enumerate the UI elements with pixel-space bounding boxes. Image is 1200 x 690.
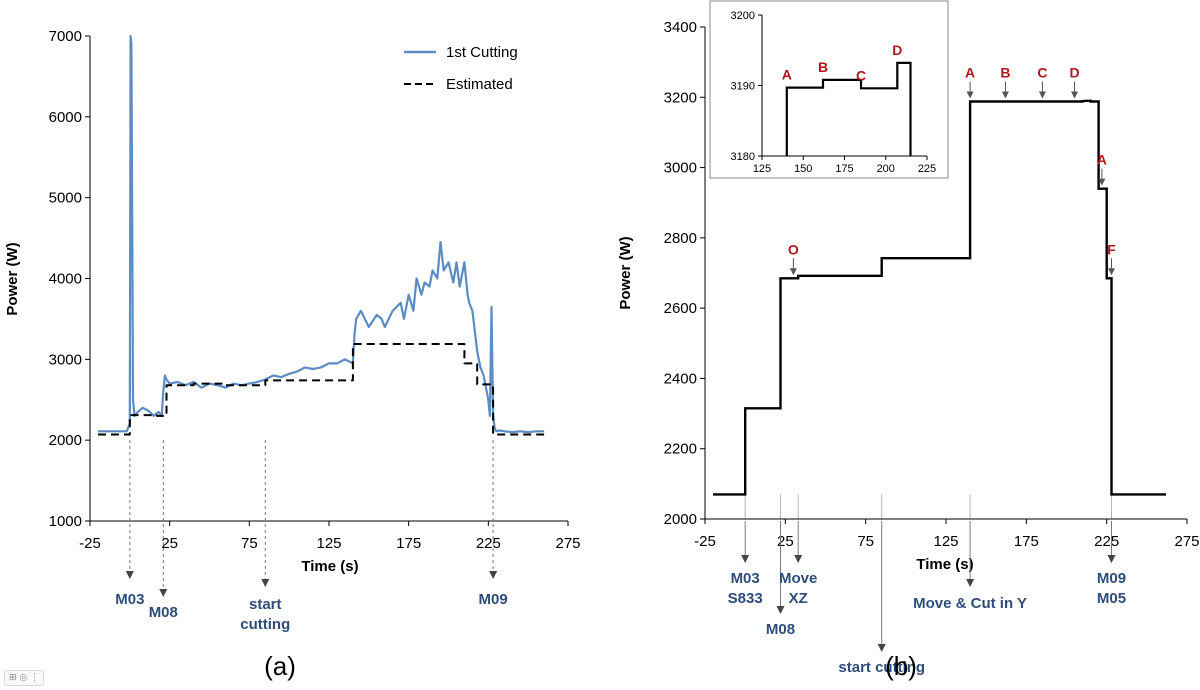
y-tick-label: 7000 <box>49 28 82 45</box>
inset-frame <box>709 0 949 179</box>
inset-point-label: B <box>818 59 828 75</box>
x-tick-label: 225 <box>1094 533 1119 550</box>
y-tick-label: 3200 <box>664 89 697 106</box>
inset-point-label: D <box>892 42 902 58</box>
x-tick-label: 125 <box>933 533 958 550</box>
y-tick-label: 3400 <box>664 19 697 36</box>
inset-series-line <box>785 61 912 156</box>
chart-b: 2000 2200 2400 2600 2800 3000 3200 3400 -25 25 75 1… <box>617 0 1200 681</box>
event-label: M09 <box>479 591 508 608</box>
point-arrow <box>1001 91 1009 99</box>
toolbar-badge: ⊞ ◎ ⋮ <box>4 670 45 686</box>
inset-x-tick-label: 125 <box>753 163 771 175</box>
y-tick-label: 2600 <box>664 300 697 317</box>
y-tick-label: 6000 <box>49 109 82 126</box>
event-arrow <box>877 644 886 652</box>
event-arrow <box>741 555 750 563</box>
panel-label: (b) <box>885 651 917 681</box>
y-tick-label: 2200 <box>664 441 697 458</box>
inset-point-label: C <box>856 67 866 83</box>
point-label: B <box>1000 65 1010 81</box>
point-arrow <box>1038 91 1046 99</box>
event-label: XZ <box>789 590 808 607</box>
event-label: Move & Cut in Y <box>913 595 1027 612</box>
x-tick-label: 75 <box>241 535 258 552</box>
event-label: start cutting <box>838 659 925 676</box>
point-arrow <box>1071 91 1079 99</box>
event-label: start <box>249 596 282 613</box>
x-tick-label: 25 <box>161 535 178 552</box>
inset-x-tick-label: 175 <box>835 163 853 175</box>
y-tick-label: 1000 <box>49 513 82 530</box>
event-label: M05 <box>1097 590 1126 607</box>
x-tick-label: 25 <box>777 533 794 550</box>
point-arrow <box>1107 268 1115 276</box>
x-tick-label: 275 <box>555 535 580 552</box>
x-tick-label: 175 <box>1014 533 1039 550</box>
x-tick-label: -25 <box>79 535 101 552</box>
y-tick-label: 2400 <box>664 370 697 387</box>
inset-x-tick-label: 225 <box>918 163 936 175</box>
x-tick-label: 275 <box>1174 533 1199 550</box>
point-label: F <box>1107 241 1116 257</box>
x-tick-label: 75 <box>857 533 874 550</box>
event-label: M03 <box>115 591 144 608</box>
point-label: C <box>1037 65 1047 81</box>
event-arrow <box>966 579 975 587</box>
inset-y-tick-label: 3200 <box>731 10 755 22</box>
y-tick-label: 4000 <box>49 271 82 288</box>
point-arrow <box>1098 178 1106 186</box>
x-tick-label: 175 <box>396 535 421 552</box>
event-arrow <box>125 571 134 579</box>
event-arrow <box>794 555 803 563</box>
series-line-2 <box>98 343 545 436</box>
event-label: S833 <box>728 590 763 607</box>
y-axis-label: Power (W) <box>617 236 634 309</box>
y-tick-label: 2000 <box>49 432 82 449</box>
y-tick-label: 3000 <box>49 351 82 368</box>
y-tick-label: 2800 <box>664 230 697 247</box>
legend: 1st Cutting Estimated <box>404 44 518 93</box>
event-arrow <box>159 589 168 597</box>
x-tick-label: -25 <box>694 533 716 550</box>
series-line-1 <box>98 34 545 434</box>
x-axis-label: Time (s) <box>301 558 358 575</box>
y-axis-label: Power (W) <box>4 242 21 315</box>
point-arrow <box>789 268 797 276</box>
legend-label: Estimated <box>446 76 513 93</box>
inset-x-tick-label: 200 <box>877 163 895 175</box>
y-tick-label: 5000 <box>49 190 82 207</box>
event-label: M08 <box>766 621 795 638</box>
x-axis-label: Time (s) <box>916 556 973 573</box>
point-label: O <box>788 241 799 257</box>
point-label: D <box>1069 65 1079 81</box>
point-label: A <box>965 65 975 81</box>
legend-label: 1st Cutting <box>446 44 518 61</box>
inset-point-label: A <box>782 67 792 83</box>
event-label: Move <box>779 570 817 587</box>
event-label: cutting <box>240 616 290 633</box>
inset-x-tick-label: 150 <box>794 163 812 175</box>
event-arrow <box>489 571 498 579</box>
x-tick-label: 125 <box>316 535 341 552</box>
y-tick-label: 2000 <box>664 511 697 528</box>
point-arrow <box>966 91 974 99</box>
x-tick-label: 225 <box>476 535 501 552</box>
event-arrow <box>1107 555 1116 563</box>
chart-a: 1000 2000 3000 4000 5000 6000 7000 -25 25 75 125 17… <box>4 28 581 681</box>
series-line-1 <box>713 99 1167 496</box>
event-label: M08 <box>149 604 178 621</box>
event-label: M09 <box>1097 570 1126 587</box>
event-arrow <box>776 606 785 614</box>
event-arrow <box>261 579 270 587</box>
panel-label: (a) <box>264 651 296 681</box>
inset-y-tick-label: 3180 <box>731 151 755 163</box>
inset-chart: 3180 3190 3200 125 150 175 200 225 A B C D <box>709 0 949 179</box>
point-label: A <box>1097 152 1107 168</box>
event-label: M03 <box>731 570 760 587</box>
inset-y-tick-label: 3190 <box>731 81 755 93</box>
y-tick-label: 3000 <box>664 160 697 177</box>
